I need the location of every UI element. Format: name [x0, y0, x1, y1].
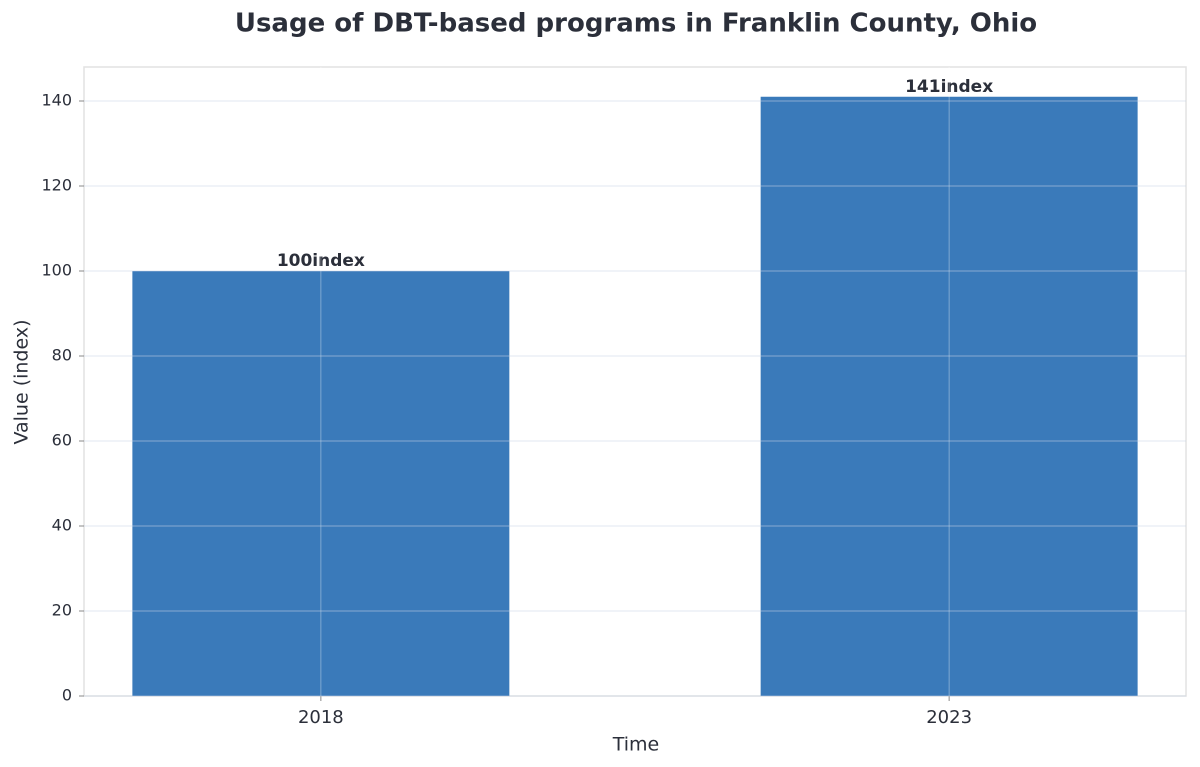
bar: [760, 96, 1138, 696]
bar: [132, 271, 510, 696]
chart-title: Usage of DBT-based programs in Franklin …: [235, 9, 1037, 39]
x-tick-label: 2018: [298, 707, 344, 728]
y-tick-label: 60: [52, 431, 72, 450]
value-label: 100index: [277, 251, 365, 271]
y-tick-label: 20: [52, 601, 72, 620]
x-axis-label: Time: [612, 734, 660, 756]
x-tick-label: 2023: [926, 707, 972, 728]
y-tick-label: 80: [52, 346, 72, 365]
y-tick-label: 40: [52, 516, 72, 535]
y-tick-label: 100: [41, 261, 72, 280]
y-tick-label: 140: [41, 91, 72, 110]
y-tick-label: 0: [62, 686, 72, 705]
y-tick-label: 120: [41, 176, 72, 195]
value-label: 141index: [905, 77, 993, 97]
y-axis-label: Value (index): [11, 319, 33, 444]
